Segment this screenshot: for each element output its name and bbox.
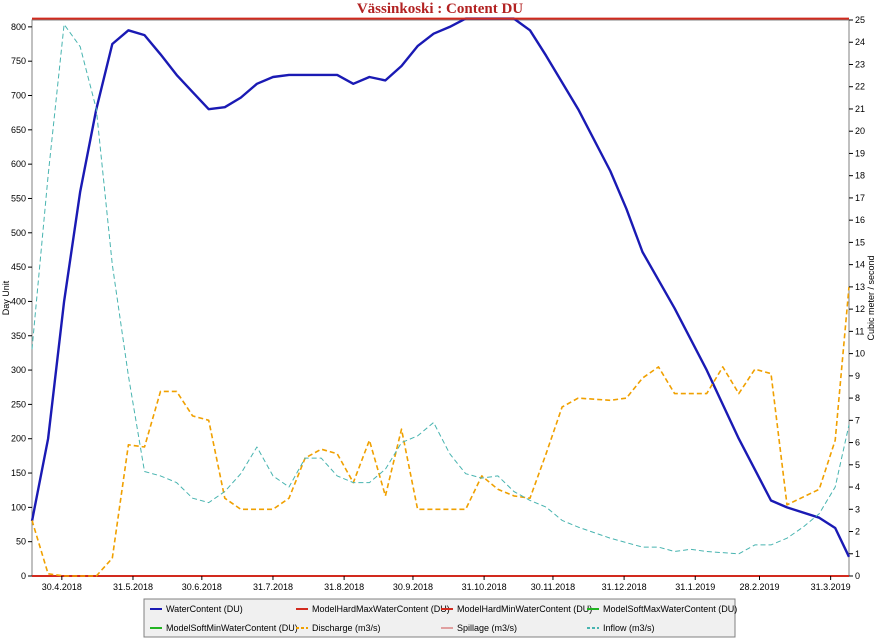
y2-tick-label: 20 bbox=[855, 126, 865, 136]
y2-axis-title: Cubic meter / second bbox=[866, 255, 876, 340]
y2-tick-label: 24 bbox=[855, 37, 865, 47]
y2-tick-label: 16 bbox=[855, 215, 865, 225]
legend-label: Inflow (m3/s) bbox=[603, 623, 655, 633]
y2-tick-label: 7 bbox=[855, 415, 860, 425]
y-tick-label: 350 bbox=[11, 331, 26, 341]
y2-tick-label: 11 bbox=[855, 326, 864, 336]
y-axis-left: 0 50 100 150 200 250 300 350 400 450 500 550 600 650 7… bbox=[11, 22, 32, 581]
x-tick-label: 31.12.2018 bbox=[602, 582, 647, 592]
y-tick-label: 600 bbox=[11, 159, 26, 169]
x-tick-label: 30.9.2018 bbox=[393, 582, 433, 592]
legend-label: ModelHardMaxWaterContent (DU) bbox=[312, 604, 450, 614]
chart-title: Vässinkoski : Content DU bbox=[357, 1, 523, 17]
legend-label: WaterContent (DU) bbox=[166, 604, 243, 614]
x-tick-label: 31.7.2018 bbox=[253, 582, 293, 592]
y-tick-label: 400 bbox=[11, 296, 26, 306]
series-line-discharge-m3-s bbox=[31, 286, 850, 577]
y2-tick-label: 10 bbox=[855, 349, 865, 359]
y-tick-label: 150 bbox=[11, 468, 26, 478]
legend-label: Discharge (m3/s) bbox=[312, 623, 381, 633]
y-tick-label: 200 bbox=[11, 434, 26, 444]
x-tick-label: 30.4.2018 bbox=[42, 582, 82, 592]
y-tick-label: 650 bbox=[11, 125, 26, 135]
y-tick-label: 0 bbox=[21, 571, 26, 581]
y2-tick-label: 15 bbox=[855, 237, 865, 247]
x-tick-label: 30.6.2018 bbox=[182, 582, 222, 592]
y2-tick-label: 5 bbox=[855, 460, 860, 470]
series-line-watercontent-du bbox=[30, 17, 851, 558]
y2-tick-label: 13 bbox=[855, 282, 865, 292]
y2-tick-label: 0 bbox=[855, 571, 860, 581]
legend: WaterContent (DU) ModelHardMaxWaterConten… bbox=[150, 604, 737, 633]
y2-tick-label: 25 bbox=[855, 15, 865, 25]
y2-tick-label: 6 bbox=[855, 438, 860, 448]
y2-tick-label: 22 bbox=[855, 82, 865, 92]
x-tick-label: 30.11.2018 bbox=[531, 582, 575, 592]
y-tick-label: 50 bbox=[16, 537, 26, 547]
legend-label: ModelHardMinWaterContent (DU) bbox=[457, 604, 592, 614]
y2-tick-label: 21 bbox=[855, 104, 865, 114]
plot-area bbox=[31, 19, 850, 577]
y-axis-right: 0123456789101112131415161718192021222324… bbox=[849, 15, 865, 581]
y-tick-label: 550 bbox=[11, 193, 26, 203]
x-tick-label: 28.2.2019 bbox=[739, 582, 779, 592]
y-axis-title: Day Unit bbox=[1, 280, 11, 315]
legend-label: ModelSoftMaxWaterContent (DU) bbox=[603, 604, 737, 614]
legend-label: ModelSoftMinWaterContent (DU) bbox=[166, 623, 298, 633]
y-tick-label: 800 bbox=[11, 22, 26, 32]
y2-tick-label: 19 bbox=[855, 148, 865, 158]
x-tick-label: 31.3.2019 bbox=[811, 582, 851, 592]
x-axis: 30.4.2018 31.5.2018 30.6.2018 31.7.2018 31.8… bbox=[42, 576, 851, 592]
y-tick-label: 100 bbox=[11, 502, 26, 512]
legend-box bbox=[143, 598, 736, 638]
y2-tick-label: 17 bbox=[855, 193, 865, 203]
y2-tick-label: 4 bbox=[855, 482, 860, 492]
y2-tick-label: 23 bbox=[855, 59, 865, 69]
y2-tick-label: 12 bbox=[855, 304, 865, 314]
y2-tick-label: 3 bbox=[855, 504, 860, 514]
series-layer bbox=[30, 17, 851, 577]
y-tick-label: 250 bbox=[11, 399, 26, 409]
series-line-inflow-m3-s bbox=[31, 23, 850, 555]
y-tick-label: 300 bbox=[11, 365, 26, 375]
x-tick-label: 31.1.2019 bbox=[675, 582, 715, 592]
y2-tick-label: 9 bbox=[855, 371, 860, 381]
y2-tick-label: 14 bbox=[855, 260, 865, 270]
y2-tick-label: 2 bbox=[855, 527, 860, 537]
y-tick-label: 500 bbox=[11, 228, 26, 238]
y2-tick-label: 1 bbox=[855, 549, 860, 559]
y2-tick-label: 18 bbox=[855, 171, 865, 181]
y-tick-label: 450 bbox=[11, 262, 26, 272]
y-tick-label: 750 bbox=[11, 56, 26, 66]
x-tick-label: 31.10.2018 bbox=[462, 582, 507, 592]
y2-tick-label: 8 bbox=[855, 393, 860, 403]
x-tick-label: 31.5.2018 bbox=[113, 582, 153, 592]
y-tick-label: 700 bbox=[11, 91, 26, 101]
x-tick-label: 31.8.2018 bbox=[324, 582, 364, 592]
legend-label: Spillage (m3/s) bbox=[457, 623, 517, 633]
